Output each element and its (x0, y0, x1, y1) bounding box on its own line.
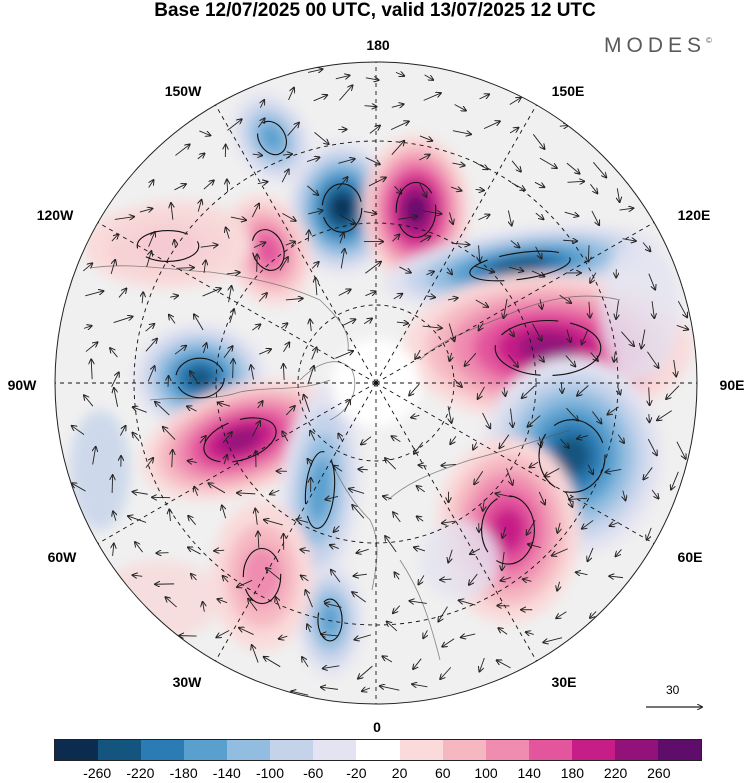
colorbar-swatch (399, 740, 443, 760)
colorbar-tick-label: 220 (603, 765, 628, 781)
cyclone-35w (297, 563, 363, 677)
streamlines (136, 120, 606, 642)
reference-vector-label: 30 (666, 683, 680, 697)
lon-label-150e: 150E (551, 83, 585, 99)
colorbar-swatch (485, 740, 529, 760)
colorbar-tick-label: 60 (435, 765, 451, 781)
colorbar (54, 739, 702, 761)
lon-label-120w: 120W (36, 207, 74, 223)
colorbar-tick-label: -260 (83, 765, 112, 781)
wind-vectors (72, 69, 689, 696)
map-border (54, 61, 698, 705)
lon-label-30e: 30E (551, 674, 577, 690)
colorbar-swatch (98, 740, 142, 760)
lon-label-120e: 120E (677, 207, 711, 223)
colorbar-swatch (356, 740, 400, 760)
polar-stereographic-map (54, 61, 698, 705)
colorbar-tick-label: 20 (391, 765, 408, 781)
brand-logo: MODES© (604, 34, 712, 58)
lon-label-180: 180 (366, 37, 390, 53)
colorbar-tick-label: 100 (474, 765, 498, 781)
colorbar-tick-label: -100 (255, 765, 285, 781)
coastlines (89, 265, 621, 661)
colorbar-tick-label: -180 (169, 765, 198, 781)
colorbar-swatch (184, 740, 228, 760)
lon-label-30w: 30W (172, 674, 202, 690)
colorbar-swatch (55, 740, 99, 760)
colorbar-swatch (571, 740, 615, 760)
colorbar-swatch (313, 740, 357, 760)
lon-label-150w: 150W (164, 83, 202, 99)
brand-name: MODES (604, 34, 707, 57)
lon-label-90w: 90W (7, 377, 37, 393)
colorbar-tick-label: -60 (303, 765, 324, 781)
anomaly-field (55, 62, 697, 704)
lon-label-60w: 60W (47, 549, 77, 565)
anticyclone-170e (362, 135, 470, 285)
colorbar-tick-label: -140 (212, 765, 241, 781)
lon-label-0: 0 (373, 719, 381, 735)
lon-label-60e: 60E (677, 549, 703, 565)
colorbar-tick-label: 180 (560, 765, 585, 781)
map-title: Base 12/07/2025 00 UTC, valid 13/07/2025… (154, 0, 596, 21)
colorbar-swatch (270, 740, 314, 760)
lon-label-90e: 90E (719, 377, 745, 393)
colorbar-swatch (528, 740, 572, 760)
colorbar-swatch (442, 740, 486, 760)
colorbar-swatch (657, 740, 701, 760)
colorbar-ticks: -260 -220 -180 -140 -100 -60 -20 20 60 100 140 180 2… (54, 765, 702, 781)
colorbar-tick-label: 140 (517, 765, 541, 781)
colorbar-swatch (141, 740, 185, 760)
colorbar-tick-label: -20 (346, 765, 367, 781)
colorbar-tick-label: 260 (647, 765, 671, 781)
reference-vector (646, 682, 710, 718)
colorbar-swatch (227, 740, 271, 760)
copyright-mark: © (706, 36, 712, 45)
colorbar-tick-label: -220 (126, 765, 155, 781)
anticyclone-45w (211, 501, 313, 651)
colorbar-swatch (614, 740, 658, 760)
